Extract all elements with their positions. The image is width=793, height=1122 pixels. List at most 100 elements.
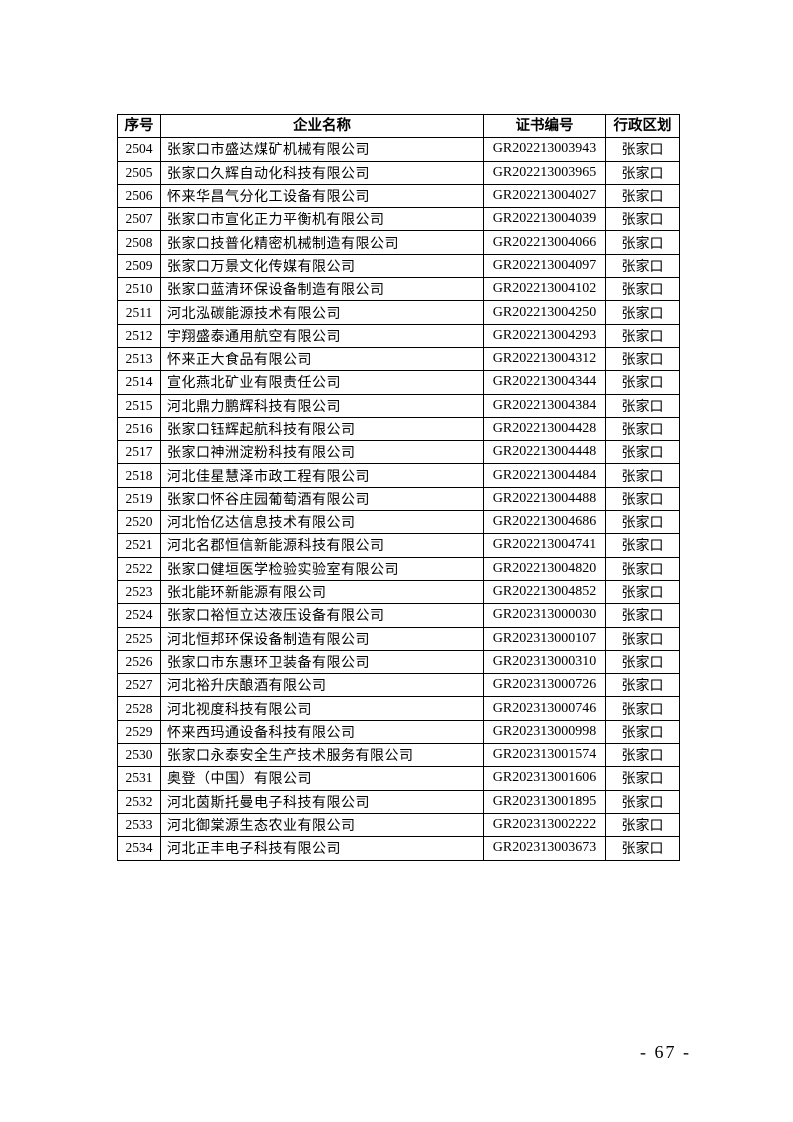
certificate-number: GR202213004488 <box>483 486 606 512</box>
certificate-number: GR202213004312 <box>483 346 606 372</box>
company-name: 河北正丰电子科技有限公司 <box>160 836 484 861</box>
certificate-number: GR202313001895 <box>483 789 606 814</box>
row-index: 2512 <box>117 323 161 348</box>
company-name: 张家口久辉自动化科技有限公司 <box>160 160 484 185</box>
row-index: 2511 <box>117 300 161 325</box>
row-index: 2526 <box>117 649 161 675</box>
company-name: 怀来华昌气分化工设备有限公司 <box>160 183 484 209</box>
row-index: 2515 <box>117 393 161 418</box>
region: 张家口 <box>605 556 680 581</box>
region: 张家口 <box>605 812 680 838</box>
company-name: 河北茵斯托曼电子科技有限公司 <box>160 789 484 814</box>
table-row: 2532 河北茵斯托曼电子科技有限公司 GR202313001895 张家口 <box>117 789 680 814</box>
table-row: 2524 张家口裕恒立达液压设备有限公司 GR202313000030 张家口 <box>117 603 680 628</box>
company-name: 张家口万景文化传媒有限公司 <box>160 253 484 279</box>
header-region: 行政区划 <box>605 113 680 139</box>
row-index: 2520 <box>117 510 161 535</box>
region: 张家口 <box>605 463 680 488</box>
certificate-number: GR202213004686 <box>483 510 606 535</box>
row-index: 2514 <box>117 370 161 395</box>
table-row: 2516 张家口钰辉起航科技有限公司 GR202213004428 张家口 <box>117 416 680 442</box>
company-name: 河北鼎力鹏辉科技有限公司 <box>160 393 484 418</box>
row-index: 2533 <box>117 812 161 838</box>
row-index: 2518 <box>117 463 161 488</box>
table-row: 2521 河北名郡恒信新能源科技有限公司 GR202213004741 张家口 <box>117 533 680 558</box>
company-name: 张家口市宣化正力平衡机有限公司 <box>160 207 484 232</box>
certificate-number: GR202313000310 <box>483 649 606 675</box>
page-number: - 67 - <box>640 1042 691 1062</box>
table-row: 2523 张北能环新能源有限公司 GR202213004852 张家口 <box>117 579 680 605</box>
region: 张家口 <box>605 346 680 372</box>
table-header-row: 序号 企业名称 证书编号 行政区划 <box>117 113 680 139</box>
company-name: 张家口市东惠环卫装备有限公司 <box>160 649 484 675</box>
company-name: 张家口神洲淀粉科技有限公司 <box>160 440 484 465</box>
row-index: 2531 <box>117 766 161 791</box>
table-row: 2529 怀来西玛通设备科技有限公司 GR202313000998 张家口 <box>117 719 680 745</box>
certificate-number: GR202213004102 <box>483 277 606 302</box>
region: 张家口 <box>605 603 680 628</box>
row-index: 2523 <box>117 579 161 605</box>
row-index: 2534 <box>117 836 161 861</box>
table-row: 2530 张家口永泰安全生产技术服务有限公司 GR202313001574 张家口 <box>117 743 680 768</box>
table-row: 2520 河北怡亿达信息技术有限公司 GR202213004686 张家口 <box>117 510 680 535</box>
certificate-number: GR202213004250 <box>483 300 606 325</box>
certificate-number: GR202213004484 <box>483 463 606 488</box>
row-index: 2519 <box>117 486 161 512</box>
header-company-name: 企业名称 <box>160 113 484 139</box>
company-name: 河北恒邦环保设备制造有限公司 <box>160 626 484 651</box>
region: 张家口 <box>605 510 680 535</box>
company-name: 张家口技普化精密机械制造有限公司 <box>160 230 484 255</box>
certificate-number: GR202213004027 <box>483 183 606 209</box>
region: 张家口 <box>605 626 680 651</box>
table-row: 2508 张家口技普化精密机械制造有限公司 GR202213004066 张家口 <box>117 230 680 255</box>
table-row: 2511 河北泓碳能源技术有限公司 GR202213004250 张家口 <box>117 300 680 325</box>
region: 张家口 <box>605 533 680 558</box>
table-row: 2504 张家口市盛达煤矿机械有限公司 GR202213003943 张家口 <box>117 137 680 162</box>
row-index: 2510 <box>117 277 161 302</box>
certificate-number: GR202213004448 <box>483 440 606 465</box>
row-index: 2506 <box>117 183 161 209</box>
company-name: 河北泓碳能源技术有限公司 <box>160 300 484 325</box>
row-index: 2524 <box>117 603 161 628</box>
row-index: 2528 <box>117 696 161 721</box>
region: 张家口 <box>605 649 680 675</box>
row-index: 2527 <box>117 673 161 698</box>
region: 张家口 <box>605 416 680 442</box>
enterprise-table: 序号 企业名称 证书编号 行政区划 2504 张家口市盛达煤矿机械有限公司 GR20… <box>117 113 680 861</box>
certificate-number: GR202213004741 <box>483 533 606 558</box>
header-index: 序号 <box>117 113 161 139</box>
table-row: 2533 河北御棠源生态农业有限公司 GR202313002222 张家口 <box>117 812 680 838</box>
certificate-number: GR202313000030 <box>483 603 606 628</box>
certificate-number: GR202213004384 <box>483 393 606 418</box>
table-row: 2506 怀来华昌气分化工设备有限公司 GR202213004027 张家口 <box>117 183 680 209</box>
company-name: 张北能环新能源有限公司 <box>160 579 484 605</box>
company-name: 张家口健垣医学检验实验室有限公司 <box>160 556 484 581</box>
region: 张家口 <box>605 579 680 605</box>
table-row: 2526 张家口市东惠环卫装备有限公司 GR202313000310 张家口 <box>117 649 680 675</box>
table-row: 2509 张家口万景文化传媒有限公司 GR202213004097 张家口 <box>117 253 680 279</box>
certificate-number: GR202213004820 <box>483 556 606 581</box>
certificate-number: GR202313001606 <box>483 766 606 791</box>
region: 张家口 <box>605 766 680 791</box>
row-index: 2516 <box>117 416 161 442</box>
region: 张家口 <box>605 440 680 465</box>
company-name: 怀来正大食品有限公司 <box>160 346 484 372</box>
certificate-number: GR202313000746 <box>483 696 606 721</box>
table-row: 2515 河北鼎力鹏辉科技有限公司 GR202213004384 张家口 <box>117 393 680 418</box>
company-name: 张家口裕恒立达液压设备有限公司 <box>160 603 484 628</box>
company-name: 河北裕升庆酿酒有限公司 <box>160 673 484 698</box>
company-name: 张家口怀谷庄园葡萄酒有限公司 <box>160 486 484 512</box>
certificate-number: GR202213003943 <box>483 137 606 162</box>
table-row: 2505 张家口久辉自动化科技有限公司 GR202213003965 张家口 <box>117 160 680 185</box>
table-row: 2522 张家口健垣医学检验实验室有限公司 GR202213004820 张家口 <box>117 556 680 581</box>
table-row: 2507 张家口市宣化正力平衡机有限公司 GR202213004039 张家口 <box>117 207 680 232</box>
company-name: 宇翔盛泰通用航空有限公司 <box>160 323 484 348</box>
company-name: 张家口钰辉起航科技有限公司 <box>160 416 484 442</box>
row-index: 2521 <box>117 533 161 558</box>
row-index: 2532 <box>117 789 161 814</box>
row-index: 2508 <box>117 230 161 255</box>
certificate-number: GR202213004428 <box>483 416 606 442</box>
row-index: 2522 <box>117 556 161 581</box>
region: 张家口 <box>605 486 680 512</box>
region: 张家口 <box>605 323 680 348</box>
